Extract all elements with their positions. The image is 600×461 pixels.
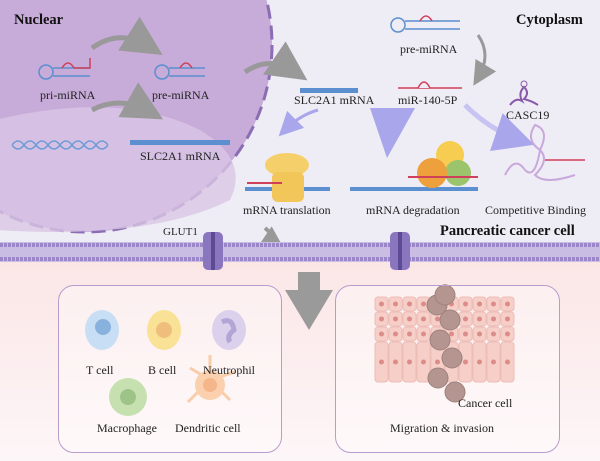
- mrna-icon: [130, 140, 230, 145]
- migration-caption: Migration & invasion: [390, 421, 494, 435]
- macrophage-label: Macrophage: [97, 421, 157, 435]
- risc-complex-icon: [408, 141, 478, 188]
- cell-label: Pancreatic cancer cell: [440, 223, 575, 239]
- cancer-cell: [441, 347, 463, 369]
- cyto-pre-mirna-label: pre-miRNA: [400, 42, 458, 56]
- nucleus: [0, 0, 274, 234]
- nucleus-dot: [449, 331, 454, 337]
- nuclear-label: Nuclear: [14, 12, 64, 28]
- nucleus-dot: [407, 331, 412, 337]
- casc19-icon: [509, 80, 539, 106]
- mirna-icon: [398, 81, 462, 89]
- nucleus-dot: [505, 359, 510, 365]
- degradation-label: mRNA degradation: [366, 203, 460, 217]
- tissue-icon: [374, 284, 515, 403]
- nucleus-dot: [491, 301, 496, 307]
- nucleus-dot: [477, 316, 482, 322]
- nucleus-dot: [491, 359, 496, 365]
- glut1-transporter-icon: [203, 232, 223, 270]
- t-cell-icon: [85, 310, 119, 350]
- nucleus-dot: [393, 301, 398, 307]
- nucleus-dot: [421, 331, 426, 337]
- cancer-cell: [444, 381, 466, 403]
- neutrophil-label: Neutrophil: [203, 363, 255, 377]
- lncrna-binding-icon: [504, 123, 585, 181]
- cell-membrane: [0, 242, 600, 262]
- cytoplasm-label: Cytoplasm: [516, 12, 583, 28]
- pre-mirna-label: pre-miRNA: [152, 88, 210, 102]
- casc19-label: CASC19: [506, 108, 550, 122]
- glut1-transporter-icon: [390, 232, 410, 270]
- nuclear-mrna-label: SLC2A1 mRNA: [140, 149, 221, 163]
- translation-label: mRNA translation: [243, 203, 331, 217]
- mirna-label: miR-140-5P: [398, 93, 458, 107]
- nucleus-dot: [393, 316, 398, 322]
- nucleus-dot: [421, 359, 426, 365]
- cyto-mrna-label: SLC2A1 mRNA: [294, 93, 375, 107]
- binding-label: Competitive Binding: [485, 203, 586, 217]
- nucleus-dot: [463, 331, 468, 337]
- dna-icon: [11, 140, 109, 150]
- nucleus-dot: [379, 301, 384, 307]
- arrow-icon: [90, 82, 164, 120]
- t-cell-label: T cell: [86, 363, 114, 377]
- nucleus-dot: [505, 331, 510, 337]
- cancer-cell: [439, 309, 461, 331]
- nucleus-dot: [477, 331, 482, 337]
- nucleus-dot: [491, 331, 496, 337]
- nucleus-dot: [505, 316, 510, 322]
- nucleus-dot: [407, 359, 412, 365]
- nucleus-dot: [407, 316, 412, 322]
- mrna-icon: [300, 88, 358, 93]
- nucleus-dot: [463, 316, 468, 322]
- pre-mirna-icon: [390, 15, 460, 33]
- dendritic-cell-label: Dendritic cell: [175, 421, 241, 435]
- pri-mirna-label: pri-miRNA: [40, 88, 96, 102]
- b-cell-icon: [147, 310, 181, 350]
- nucleus-dot: [379, 316, 384, 322]
- mrna-icon: [350, 187, 478, 191]
- arrow-icon: [243, 41, 308, 81]
- nucleus-dot: [463, 301, 468, 307]
- arrow-icon: [278, 108, 319, 137]
- nucleus-dot: [435, 359, 440, 365]
- macrophage-icon: [109, 378, 147, 416]
- nucleus-dot: [505, 301, 510, 307]
- arrow-icon: [90, 16, 163, 56]
- cancer-cell-label: Cancer cell: [458, 396, 513, 410]
- nucleus-dot: [393, 359, 398, 365]
- dendritic-cell-icon: [186, 355, 236, 404]
- arrow-icon: [473, 34, 497, 86]
- tumor-panel: [335, 285, 560, 453]
- b-cell-label: B cell: [148, 363, 177, 377]
- glut1-label: GLUT1: [163, 226, 198, 238]
- nucleus-dot: [393, 331, 398, 337]
- neutrophil-icon: [212, 310, 246, 350]
- nucleus-dot: [421, 316, 426, 322]
- nucleus-dot: [477, 301, 482, 307]
- nucleus-dot: [407, 301, 412, 307]
- cancer-cell: [429, 329, 451, 351]
- immune-cells-panel: [58, 285, 282, 453]
- down-arrow-icon: [285, 272, 333, 330]
- nucleus-dot: [463, 359, 468, 365]
- cancer-cell: [427, 367, 449, 389]
- nucleus-dot: [477, 359, 482, 365]
- arrow-icon: [463, 103, 535, 152]
- nucleus-dot: [435, 316, 440, 322]
- nucleus-dot: [379, 331, 384, 337]
- nucleus-dot: [379, 359, 384, 365]
- nucleus-dot: [421, 301, 426, 307]
- nucleus-dot: [491, 316, 496, 322]
- pre-mirna-icon: [154, 62, 205, 80]
- arrow-icon: [370, 108, 415, 158]
- pri-mirna-icon: [38, 58, 91, 80]
- ribosome-icon: [247, 153, 309, 202]
